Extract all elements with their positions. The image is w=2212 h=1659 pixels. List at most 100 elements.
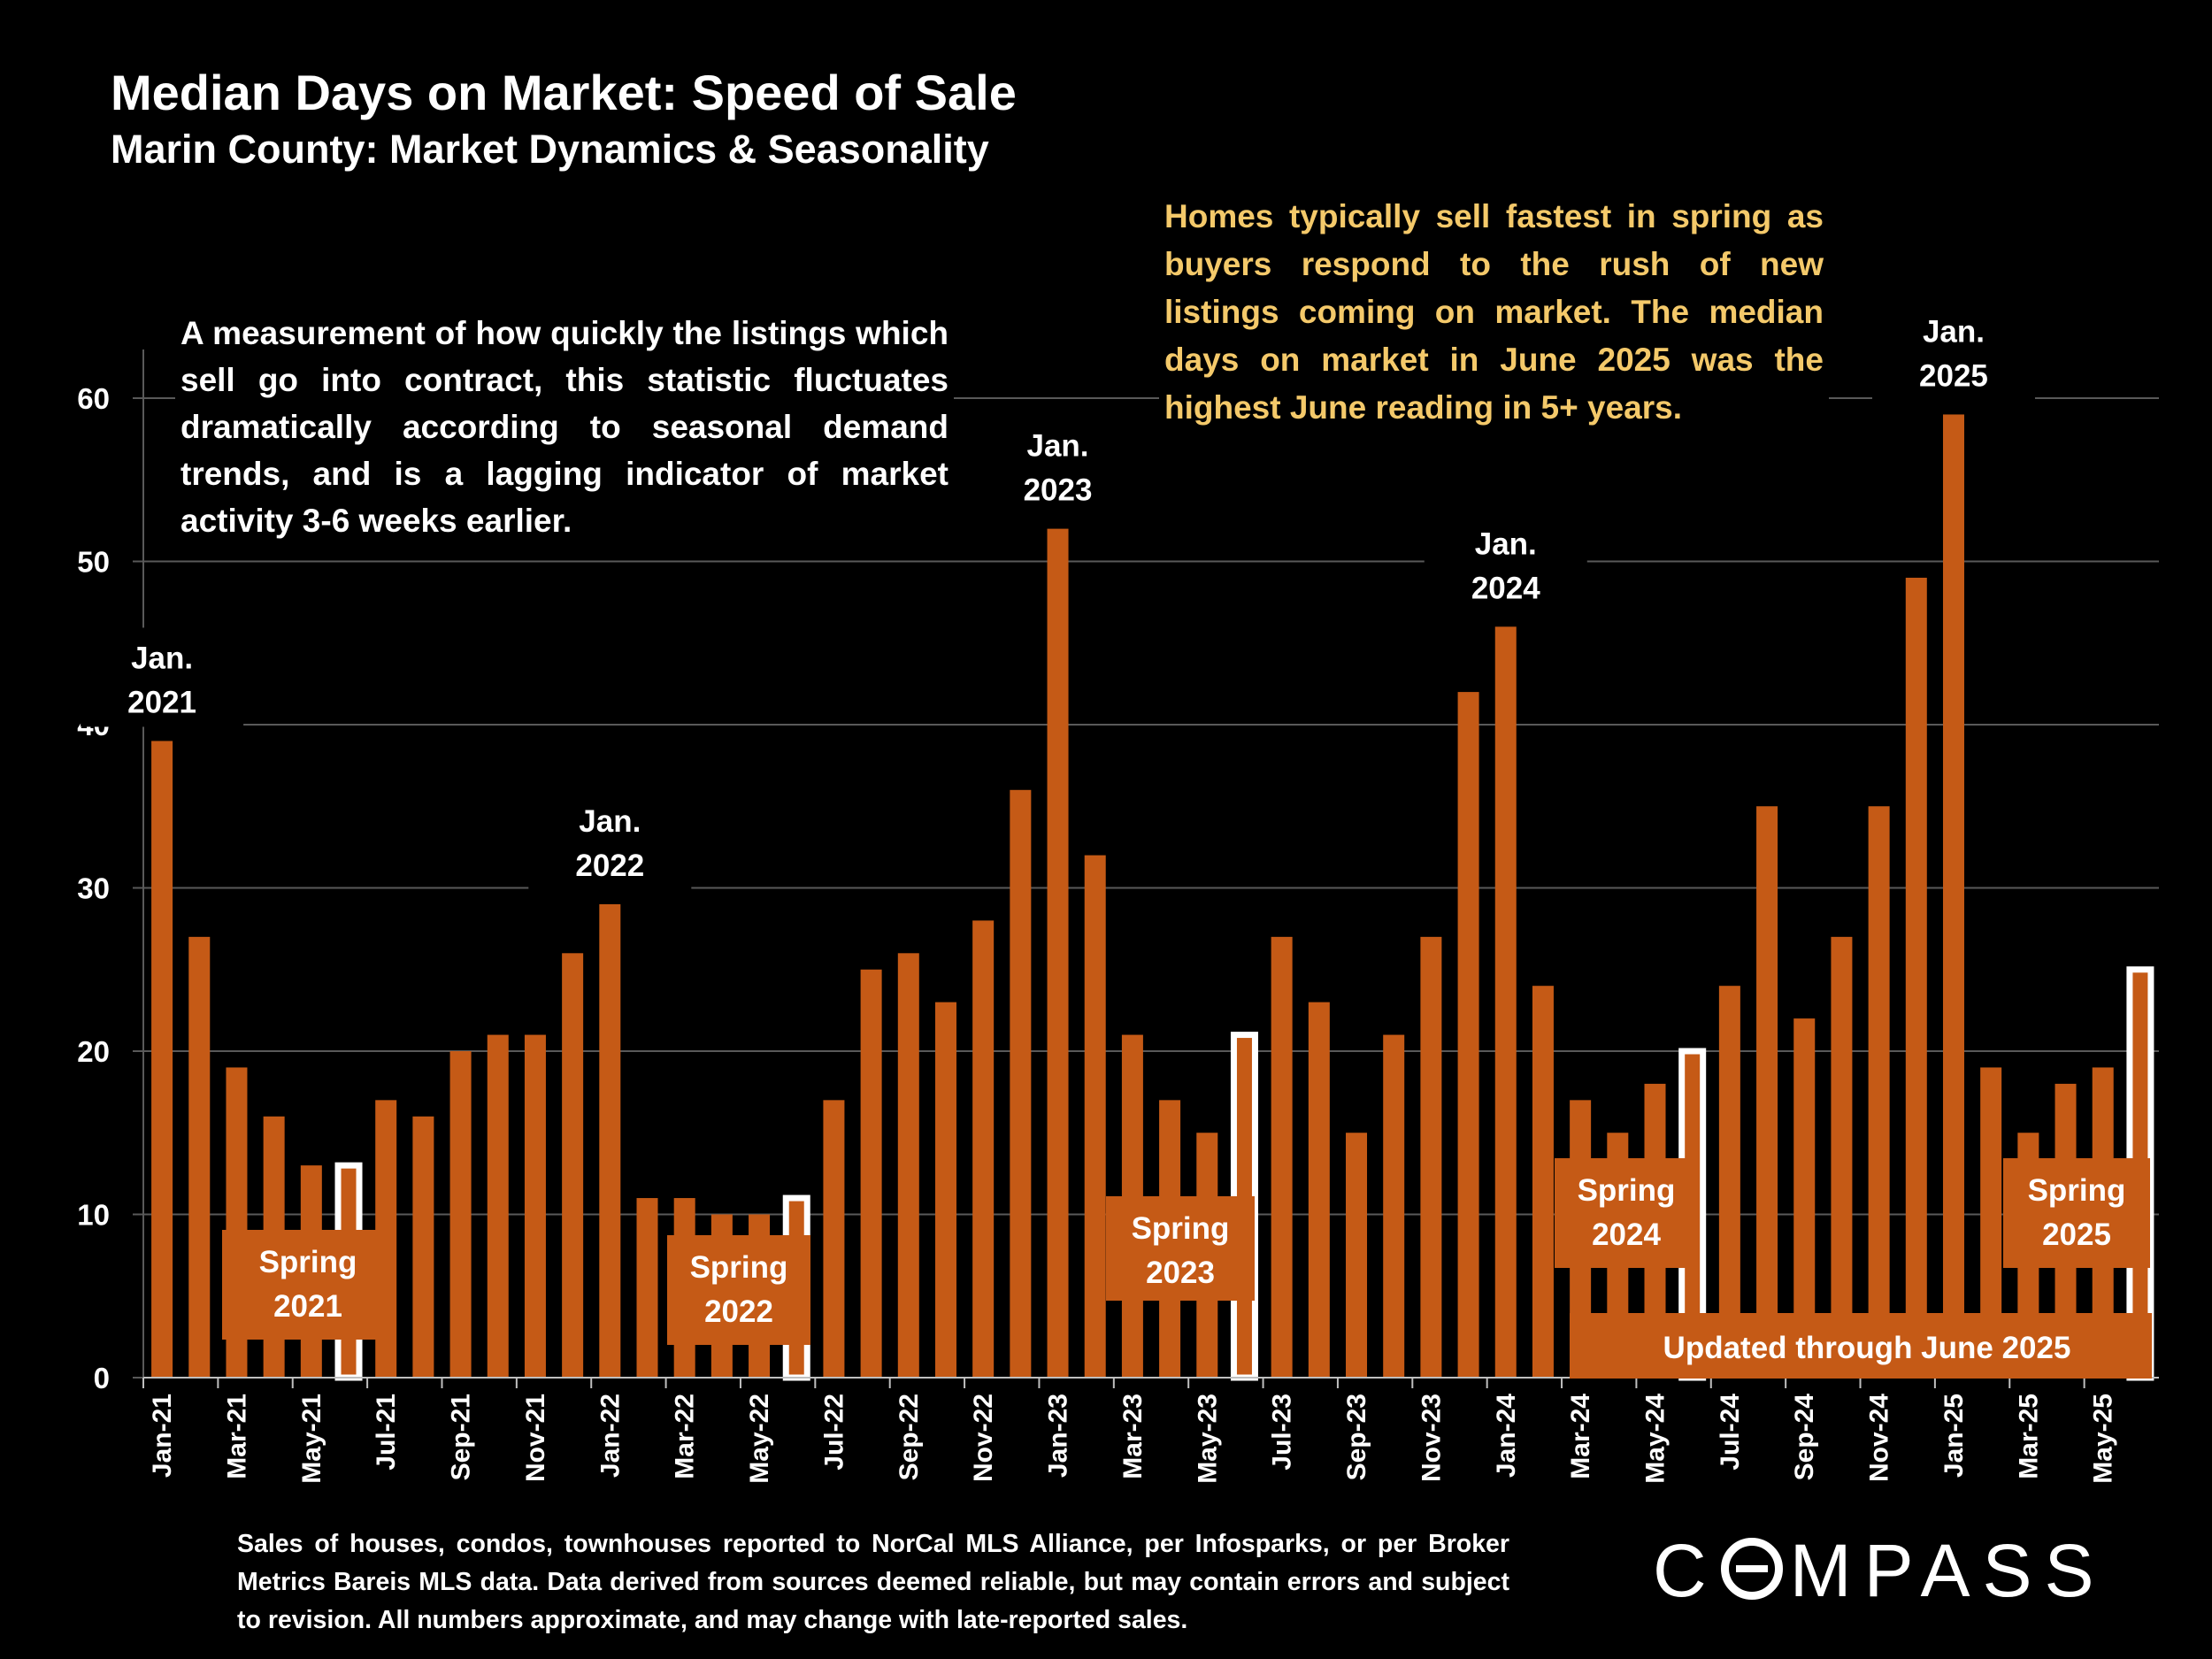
bar-jan-22 <box>599 903 621 1378</box>
x-tick-label: Sep-24 <box>1790 1394 1819 1481</box>
annotation-line1: Jan. <box>1923 314 1985 349</box>
x-tick-label: Sep-21 <box>447 1394 476 1480</box>
annotation-line1: Jan. <box>1027 429 1089 464</box>
spring-label-line1: Spring <box>1132 1211 1230 1246</box>
update-note: Updated through June 2025 <box>1663 1331 2071 1365</box>
annotation-backdrop <box>81 627 244 727</box>
x-tick-label: Sep-22 <box>895 1394 924 1480</box>
bar-sep-23 <box>1346 1133 1368 1378</box>
x-tick-label: Jul-23 <box>1268 1394 1297 1471</box>
annotation-line2: 2024 <box>1471 571 1540 605</box>
source-footnote: Sales of houses, condos, townhouses repo… <box>237 1530 1509 1634</box>
spring-label-line2: 2024 <box>1592 1217 1661 1252</box>
logo-text-end: MPASS <box>1789 1529 2107 1612</box>
x-tick-label: Jan-24 <box>1492 1394 1521 1478</box>
x-tick-label: Sep-23 <box>1342 1394 1371 1480</box>
y-tick-label: 60 <box>77 382 110 415</box>
spring-callout-box <box>1106 1196 1255 1301</box>
annotation-line1: Jan. <box>131 641 193 675</box>
bar-feb-22 <box>636 1198 658 1378</box>
compass-logo: C MPASS <box>1653 1526 2107 1615</box>
x-tick-label: Jan-21 <box>148 1394 177 1478</box>
spring-label-line2: 2025 <box>2042 1217 2111 1252</box>
bar-jan-24 <box>1494 626 1517 1378</box>
annotation-line2: 2021 <box>127 685 196 719</box>
bar-aug-23 <box>1308 1002 1330 1378</box>
bar-dec-21 <box>562 953 584 1378</box>
bar-aug-21 <box>412 1116 434 1378</box>
bar-dec-24 <box>1905 577 1927 1378</box>
annotation-line1: Jan. <box>1475 526 1537 561</box>
spring-label-line1: Spring <box>690 1250 788 1285</box>
logo-text-start: C <box>1653 1529 1719 1612</box>
chart-title: Median Days on Market: Speed of Sale <box>111 65 1017 120</box>
y-tick-label: 50 <box>77 546 110 579</box>
bar-oct-23 <box>1383 1034 1405 1378</box>
annotation-backdrop <box>1424 513 1587 613</box>
bar-jul-24 <box>1718 986 1740 1378</box>
spring-callout-box <box>667 1235 810 1345</box>
spring-labels: Spring 2021 Spring 2022 Spring 2023 Spring 2024… <box>222 1158 2152 1379</box>
bar-jul-23 <box>1271 936 1293 1378</box>
annotation-backdrop <box>976 415 1140 515</box>
bar-jan-21 <box>151 741 173 1378</box>
bar-feb-21 <box>188 936 211 1378</box>
spring-label-line2: 2023 <box>1146 1256 1215 1290</box>
bar-nov-24 <box>1868 806 1890 1378</box>
spring-label-line1: Spring <box>2028 1173 2126 1208</box>
update-note-box <box>1570 1313 2152 1379</box>
spring-label-line2: 2021 <box>273 1289 342 1324</box>
y-tick-label: 10 <box>77 1199 110 1232</box>
spring-label-line1: Spring <box>1578 1173 1676 1208</box>
x-tick-label: Mar-21 <box>222 1394 251 1479</box>
annotations: Jan. 2021 Jan. 2022 Jan. 2023 Jan. 2024 Jan. 2025 <box>81 301 2035 890</box>
bar-oct-21 <box>487 1034 509 1378</box>
x-tick-label: May-23 <box>1193 1394 1222 1484</box>
bar-oct-24 <box>1831 936 1853 1378</box>
x-tick-label: Nov-24 <box>1865 1394 1894 1482</box>
bar-aug-24 <box>1756 806 1778 1378</box>
annotation-line2: 2022 <box>575 849 644 883</box>
annotation-line2: 2025 <box>1919 358 1988 393</box>
spring-callout-box <box>222 1230 394 1340</box>
x-tick-label: Jan-25 <box>1939 1394 1969 1478</box>
x-tick-label: Nov-22 <box>969 1394 998 1482</box>
seasonality-note: Homes typically sell fastest in spring a… <box>1159 191 1829 434</box>
x-tick-label: May-21 <box>297 1394 326 1484</box>
bar-aug-22 <box>860 969 882 1378</box>
bar-oct-22 <box>934 1002 956 1378</box>
bar-dec-22 <box>1010 789 1032 1378</box>
y-tick-label: 0 <box>94 1362 110 1394</box>
bar-jan-23 <box>1047 528 1069 1378</box>
x-tick-label: Mar-25 <box>2014 1394 2043 1479</box>
bar-jul-22 <box>823 1100 845 1378</box>
bar-sep-22 <box>897 953 919 1378</box>
x-tick-label: Jan-23 <box>1044 1394 1073 1478</box>
annotation-backdrop <box>528 790 692 890</box>
spring-callout-box <box>1555 1158 1698 1268</box>
x-tick-label: Jan-22 <box>595 1394 625 1478</box>
x-tick-label: Mar-24 <box>1566 1394 1595 1479</box>
x-tick-label: Jul-22 <box>819 1394 849 1471</box>
bar-feb-23 <box>1084 855 1106 1378</box>
chart-subtitle: Marin County: Market Dynamics & Seasonal… <box>111 127 989 172</box>
x-tick-label: Nov-21 <box>521 1394 550 1482</box>
logo-o-mark <box>1720 1538 1783 1600</box>
x-tick-label: Mar-23 <box>1118 1394 1148 1479</box>
x-tick-label: Nov-23 <box>1417 1394 1446 1482</box>
x-tick-label: Jul-24 <box>1716 1394 1745 1471</box>
bar-feb-24 <box>1532 986 1554 1378</box>
x-tick-label: May-24 <box>1641 1394 1671 1484</box>
spring-label-line2: 2022 <box>704 1294 773 1329</box>
x-tick-label: Jul-21 <box>372 1394 401 1471</box>
x-tick-label: Mar-22 <box>671 1394 700 1479</box>
bar-dec-23 <box>1457 692 1479 1378</box>
y-tick-label: 30 <box>77 872 110 905</box>
definition-note: A measurement of how quickly the listing… <box>175 308 954 546</box>
annotation-line1: Jan. <box>579 804 641 839</box>
bar-jan-25 <box>1942 414 1964 1379</box>
bar-nov-23 <box>1420 936 1442 1378</box>
x-tick-label: May-25 <box>2089 1394 2118 1484</box>
annotation-backdrop <box>1871 301 2035 401</box>
